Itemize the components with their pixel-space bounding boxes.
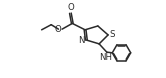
Text: NH: NH — [99, 53, 112, 62]
Text: O: O — [54, 25, 61, 34]
Text: O: O — [67, 3, 74, 12]
Text: S: S — [110, 30, 115, 39]
Text: N: N — [78, 36, 84, 45]
